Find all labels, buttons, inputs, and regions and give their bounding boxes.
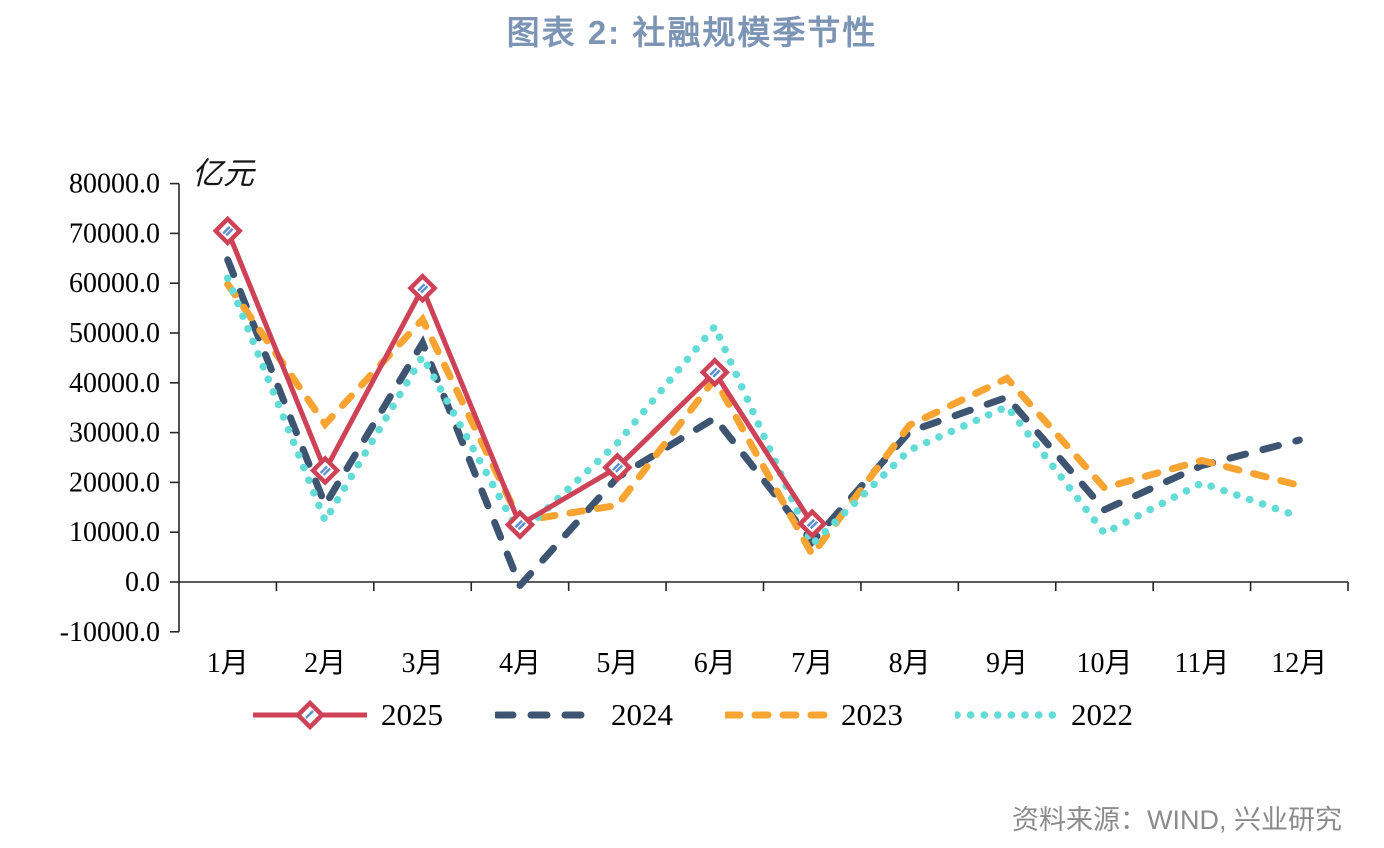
legend-item-2022: 2022	[955, 697, 1133, 733]
source-attribution: 资料来源：WIND, 兴业研究	[1012, 805, 1342, 835]
x-axis-month-label: 2月	[304, 648, 346, 679]
marker-stripe	[514, 519, 523, 529]
y-axis-tick-label: -10000.0	[60, 617, 160, 648]
marker-stripe	[322, 467, 331, 476]
marker-stripe	[806, 518, 816, 528]
series-line-2024	[224, 256, 1303, 592]
marker-stripe	[319, 465, 328, 474]
legend-label-2023: 2023	[841, 697, 903, 732]
x-axis-month-label: 6月	[694, 648, 736, 679]
y-axis-tick-label: 70000.0	[69, 218, 160, 249]
series-marker-2025	[602, 452, 633, 483]
y-axis-tick-label: 50000.0	[69, 318, 160, 349]
marker-stripe	[612, 462, 621, 471]
marker-stripe	[809, 520, 819, 530]
x-axis-month-label: 7月	[791, 648, 833, 679]
marker-stripe	[222, 226, 231, 235]
x-axis-month-label: 8月	[889, 648, 931, 679]
marker-stripe	[517, 521, 526, 531]
series-marker-2025	[309, 455, 341, 486]
series-marker-2025	[407, 272, 438, 304]
marker-stripe	[709, 367, 718, 376]
legend-label-2024: 2024	[611, 697, 673, 732]
legend-label-2022: 2022	[1071, 697, 1133, 732]
x-axis-month-label: 5月	[596, 648, 638, 679]
x-axis-month-label: 4月	[499, 648, 541, 679]
x-axis-month-label: 1月	[207, 648, 249, 679]
x-axis-month-label: 12月	[1271, 648, 1327, 679]
marker-stripe	[225, 228, 234, 237]
legend-item-2024: 2024	[495, 697, 673, 733]
series-marker-2025	[504, 509, 536, 540]
marker-stripe	[417, 283, 426, 292]
marker-stripe	[615, 464, 624, 473]
legend-swatch-2023	[725, 711, 829, 719]
series-line-2022	[223, 274, 1304, 551]
chart-title: 图表 2: 社融规模季节性	[506, 14, 878, 51]
series-marker-2025	[797, 508, 828, 539]
series-marker-2025	[699, 357, 730, 388]
y-axis-tick-label: 60000.0	[69, 268, 160, 299]
legend-label-2025: 2025	[381, 697, 443, 732]
y-axis-tick-label: 0.0	[125, 567, 160, 598]
legend-item-2023: 2023	[725, 697, 903, 733]
chart-legend: 2025 2024 2023 2022	[0, 697, 1384, 733]
legend-swatch-2022	[955, 711, 1059, 719]
marker-stripe	[712, 369, 721, 378]
y-axis-unit-label: 亿元	[192, 156, 254, 191]
y-axis-tick-label: 30000.0	[69, 418, 160, 449]
x-axis-month-label: 10月	[1076, 648, 1132, 679]
x-axis-month-label: 11月	[1174, 648, 1229, 679]
series-marker-2025	[212, 215, 243, 247]
x-axis-month-label: 3月	[402, 648, 444, 679]
series-line-2023	[224, 280, 1303, 562]
legend-swatch-2024	[495, 711, 599, 719]
y-axis-tick-label: 10000.0	[69, 517, 160, 548]
y-axis-tick-label: 20000.0	[69, 467, 160, 498]
legend-swatch-2025	[253, 699, 367, 731]
y-axis-tick-label: 40000.0	[69, 368, 160, 399]
marker-stripe	[420, 285, 429, 294]
y-axis-tick-label: 80000.0	[69, 169, 160, 200]
x-axis-month-label: 9月	[986, 648, 1028, 679]
legend-item-2025: 2025	[251, 697, 443, 733]
